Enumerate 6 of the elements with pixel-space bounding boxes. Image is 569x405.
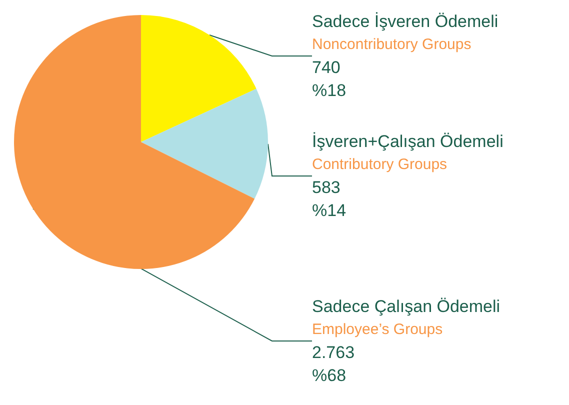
slice-label: İşveren+Çalışan Ödemeli Contributory Groups bbox=[312, 132, 504, 173]
data-label: 2.763 %68 bbox=[312, 343, 355, 385]
data-label: 740 %18 bbox=[312, 58, 346, 100]
slice-label: Sadece Çalışan Ödemeli Employee’s Groups bbox=[312, 297, 500, 338]
slice-label: Sadece İşveren Ödemeli Noncontributory Groups bbox=[312, 12, 498, 53]
data-label: 583 %14 bbox=[312, 178, 346, 220]
